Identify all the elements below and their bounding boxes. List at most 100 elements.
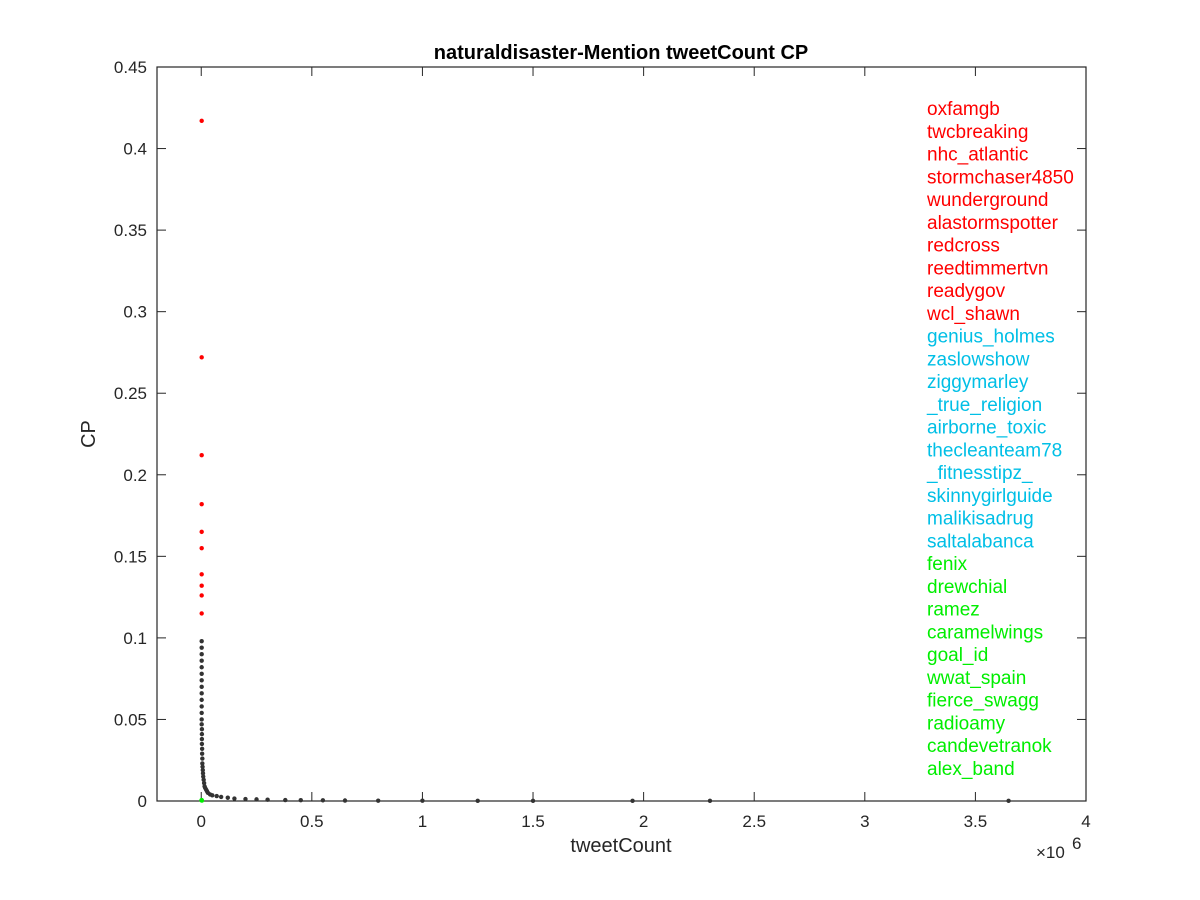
annotation-label-bottom: radioamy bbox=[927, 713, 1006, 734]
data-point-others bbox=[210, 793, 215, 798]
data-point-others bbox=[201, 777, 206, 782]
data-point-others bbox=[199, 678, 204, 683]
y-tick-label: 0.2 bbox=[123, 466, 147, 485]
x-tick-label: 3 bbox=[860, 812, 869, 831]
data-point-others bbox=[199, 645, 204, 650]
data-point-others bbox=[200, 764, 205, 769]
x-tick-label: 1.5 bbox=[521, 812, 545, 831]
data-point-others bbox=[283, 797, 288, 803]
y-axis: 0 0.05 0.1 0.15 0.2 0.25 0.3 0.35 0.4 0.45 bbox=[114, 58, 1086, 811]
annotation-label-top_cp: reedtimmertvn bbox=[927, 258, 1048, 279]
y-tick-label: 0.35 bbox=[114, 221, 147, 240]
annotation-label-top_cp: redcross bbox=[927, 236, 1000, 257]
data-point-others bbox=[475, 798, 480, 804]
data-point-others bbox=[200, 761, 205, 766]
y-tick-label: 0.05 bbox=[114, 710, 147, 729]
annotation-label-top_tweetcount: malikisadrug bbox=[927, 509, 1034, 530]
data-point-top_cp bbox=[199, 453, 204, 458]
y-tick-label: 0.3 bbox=[123, 303, 147, 322]
annotation-label-bottom: candevetranok bbox=[927, 736, 1052, 757]
data-point-top_cp bbox=[199, 611, 204, 616]
data-point-others bbox=[342, 798, 348, 803]
annotation-label-top_cp: stormchaser4850 bbox=[927, 167, 1074, 188]
data-point-top_cp bbox=[199, 572, 204, 577]
annotation-label-bottom: wwat_spain bbox=[926, 668, 1026, 689]
annotation-label-top_cp: wcl_shawn bbox=[926, 304, 1020, 325]
data-point-others bbox=[199, 638, 204, 644]
annotation-label-bottom: drewchial bbox=[927, 577, 1007, 598]
annotation-label-top_cp: wunderground bbox=[926, 190, 1048, 211]
data-point-top_cp bbox=[199, 118, 204, 124]
data-point-others bbox=[1006, 798, 1011, 804]
y-axis-label: CP bbox=[78, 420, 100, 448]
x-exponent-power: 6 bbox=[1072, 834, 1081, 853]
data-point-others bbox=[199, 736, 205, 742]
x-exponent-label: ×10 6 bbox=[1036, 834, 1081, 862]
x-tick-label: 0 bbox=[197, 812, 206, 831]
x-tick-label: 2.5 bbox=[742, 812, 766, 831]
y-tick-label: 0.45 bbox=[114, 58, 147, 77]
data-point-others bbox=[199, 671, 204, 676]
annotation-labels: oxfamgbtwcbreakingnhc_atlanticstormchase… bbox=[926, 99, 1074, 780]
annotation-label-bottom: ramez bbox=[927, 600, 980, 621]
annotation-label-top_tweetcount: ziggymarley bbox=[927, 372, 1029, 393]
data-point-others bbox=[420, 798, 425, 803]
x-axis: 0 0.5 1 1.5 2 2.5 3 3.5 4 bbox=[197, 67, 1091, 831]
data-point-others bbox=[254, 797, 259, 802]
data-point-others bbox=[265, 797, 270, 802]
data-point-others bbox=[199, 652, 204, 657]
data-points bbox=[199, 118, 1011, 804]
data-point-others bbox=[199, 697, 204, 703]
annotation-label-top_tweetcount: skinnygirlguide bbox=[927, 486, 1053, 507]
annotation-label-top_cp: twcbreaking bbox=[927, 122, 1028, 143]
data-point-top_cp bbox=[199, 583, 204, 588]
data-point-others bbox=[232, 796, 237, 801]
annotation-label-top_tweetcount: thecleanteam78 bbox=[927, 440, 1062, 461]
annotation-label-top_tweetcount: _fitnesstipz_ bbox=[926, 463, 1033, 484]
data-point-others bbox=[199, 751, 205, 756]
annotation-label-top_cp: oxfamgb bbox=[927, 99, 1000, 120]
annotation-label-top_cp: nhc_atlantic bbox=[927, 145, 1028, 166]
y-tick-label: 0.1 bbox=[123, 629, 147, 648]
y-tick-label: 0.15 bbox=[114, 547, 147, 566]
data-point-others bbox=[214, 793, 219, 799]
annotation-label-top_tweetcount: _true_religion bbox=[926, 395, 1042, 416]
data-point-others bbox=[199, 704, 204, 709]
data-point-others bbox=[199, 746, 205, 752]
data-point-others bbox=[199, 710, 204, 716]
x-tick-label: 2 bbox=[639, 812, 648, 831]
annotation-label-top_tweetcount: genius_holmes bbox=[927, 327, 1055, 348]
annotation-label-top_tweetcount: airborne_toxic bbox=[927, 418, 1046, 439]
data-point-others bbox=[199, 727, 205, 732]
data-point-top_cp bbox=[199, 545, 204, 551]
annotation-label-bottom: fierce_swagg bbox=[927, 691, 1039, 712]
x-tick-label: 1 bbox=[418, 812, 427, 831]
x-exponent-base: ×10 bbox=[1036, 843, 1065, 862]
data-point-others bbox=[375, 798, 381, 803]
annotation-label-bottom: caramelwings bbox=[927, 622, 1043, 643]
data-point-others bbox=[707, 798, 713, 804]
data-point-others bbox=[200, 756, 205, 761]
data-point-others bbox=[630, 798, 635, 804]
data-point-top_cp bbox=[199, 501, 204, 507]
data-point-others bbox=[200, 767, 205, 773]
annotation-label-top_tweetcount: zaslowshow bbox=[927, 349, 1030, 370]
data-point-others bbox=[199, 684, 204, 690]
data-point-others bbox=[243, 796, 248, 802]
data-point-others bbox=[530, 798, 536, 804]
data-point-others bbox=[199, 731, 205, 737]
data-point-top_cp bbox=[199, 529, 204, 535]
data-point-top_cp bbox=[199, 355, 204, 360]
data-point-others bbox=[298, 797, 303, 803]
x-tick-label: 3.5 bbox=[964, 812, 988, 831]
x-tick-label: 0.5 bbox=[300, 812, 324, 831]
data-point-others bbox=[199, 665, 204, 670]
chart-title: naturaldisaster-Mention tweetCount CP bbox=[434, 42, 808, 64]
data-point-others bbox=[199, 658, 204, 663]
annotation-label-bottom: alex_band bbox=[927, 759, 1015, 780]
data-point-others bbox=[199, 717, 204, 722]
data-point-top_cp bbox=[199, 593, 204, 598]
data-point-others bbox=[320, 798, 326, 803]
y-tick-label: 0.25 bbox=[114, 384, 147, 403]
